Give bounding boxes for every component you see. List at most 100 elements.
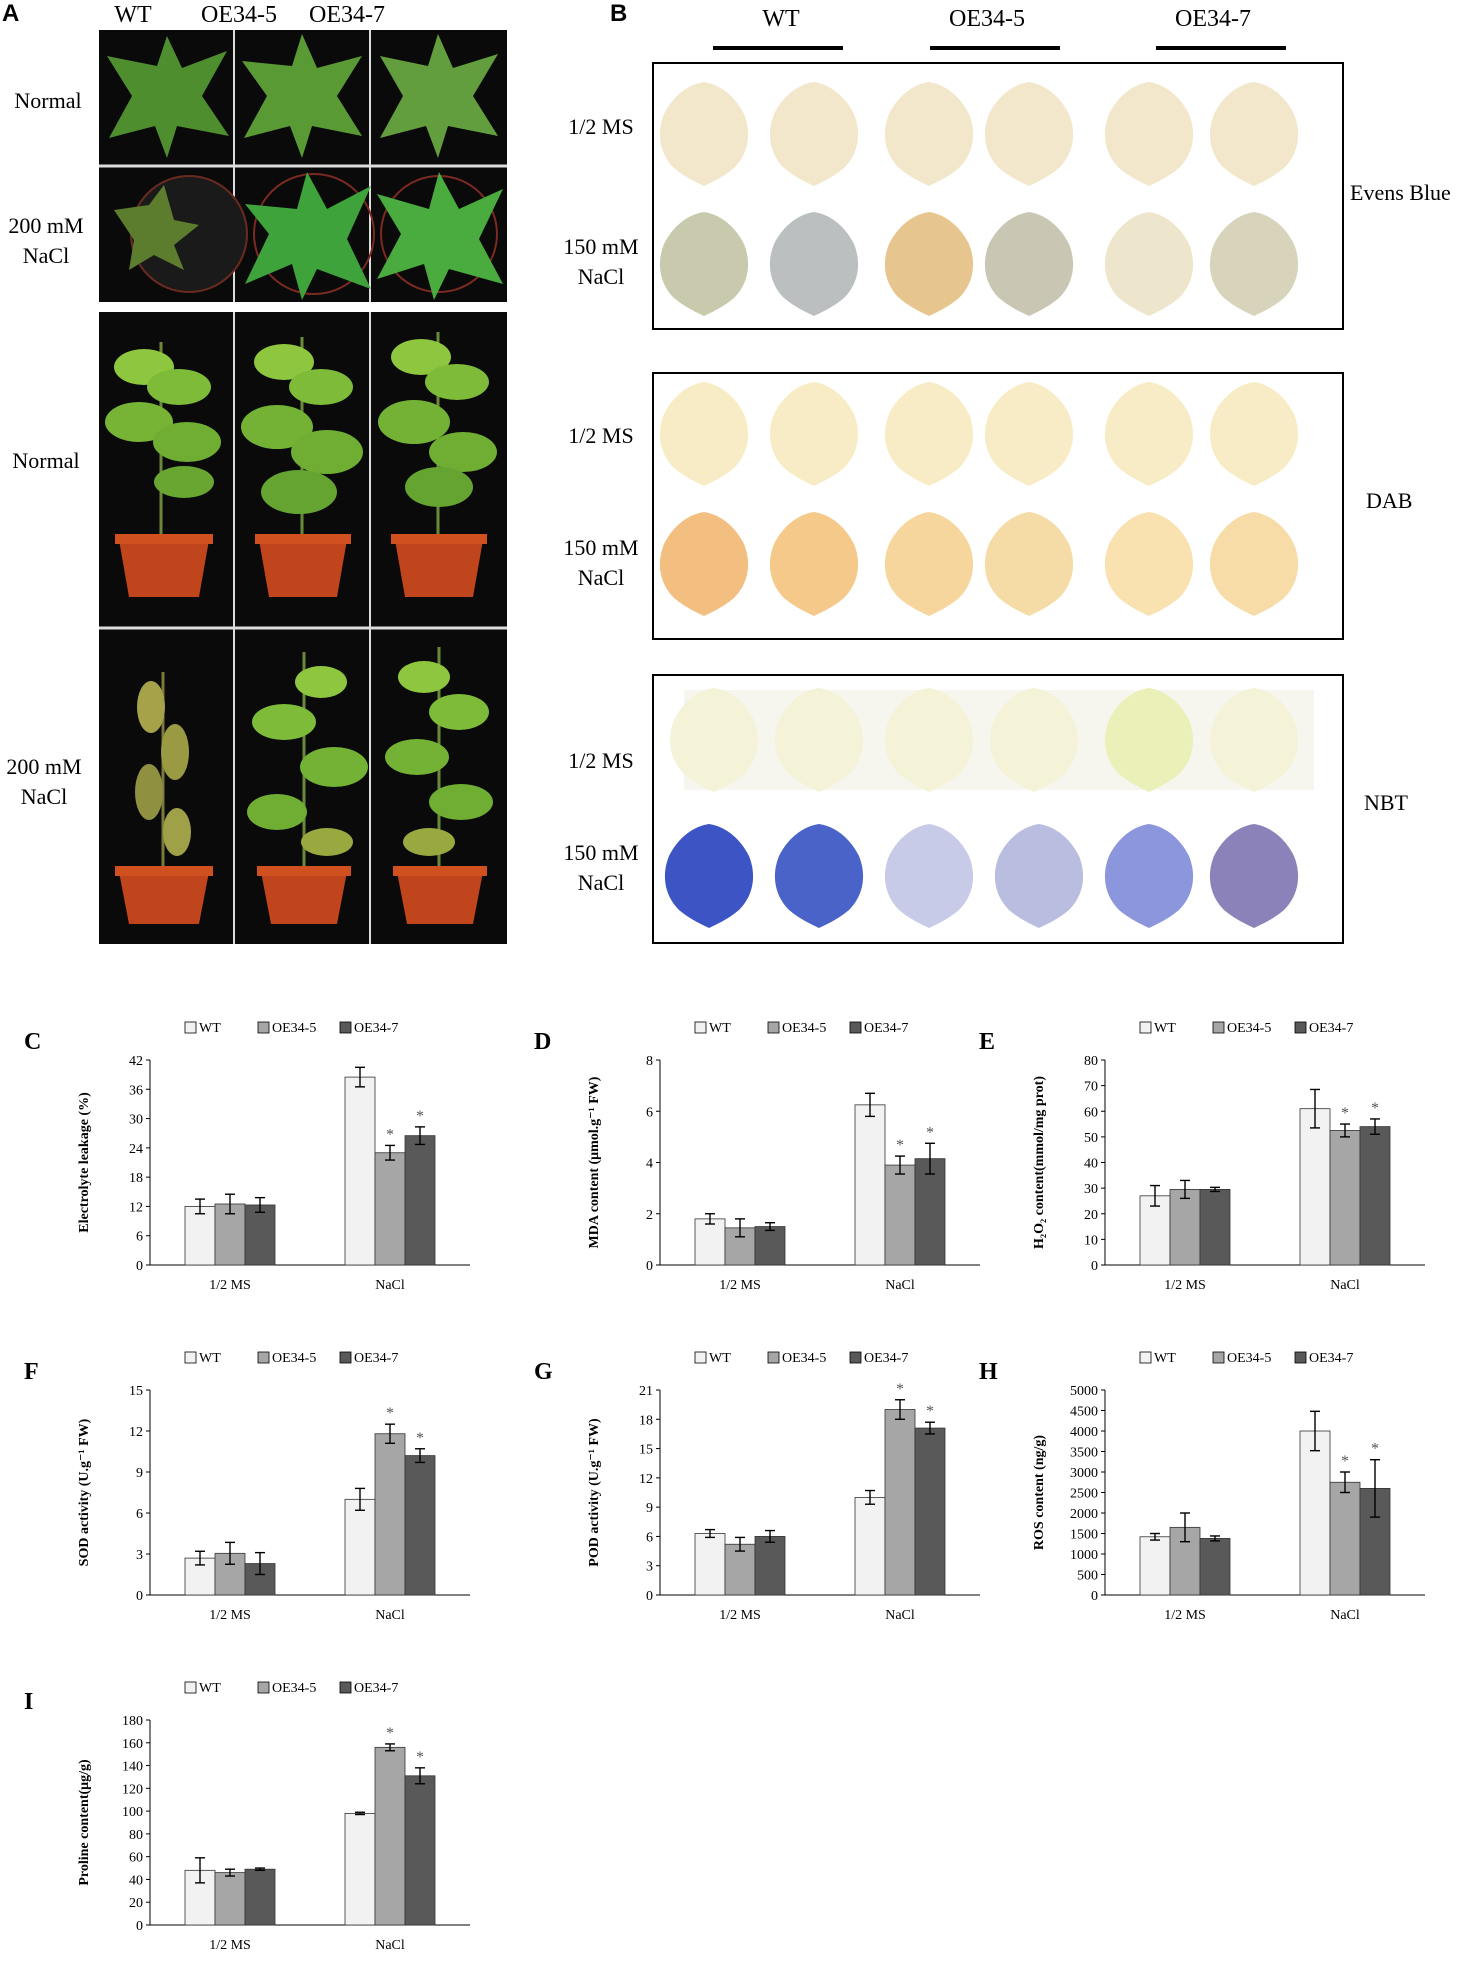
legend-swatch	[184, 1681, 197, 1694]
bar	[374, 1433, 406, 1596]
bar	[344, 1076, 376, 1266]
y-tick-label: 3500	[1070, 1446, 1098, 1461]
bar	[1199, 1538, 1231, 1596]
y-tick-label: 3	[136, 1548, 143, 1563]
legend-label: WT	[199, 1021, 221, 1036]
bar	[214, 1872, 246, 1926]
bar	[854, 1496, 886, 1596]
bar	[1329, 1130, 1361, 1266]
y-tick-label: 140	[122, 1760, 143, 1775]
y-tick-label: 50	[1084, 1131, 1098, 1146]
significance-star: *	[386, 1725, 394, 1742]
y-tick-label: 20	[1084, 1208, 1098, 1223]
y-tick-label: 2000	[1070, 1507, 1098, 1522]
x-tick-label: 1/2 MS	[1164, 1608, 1206, 1623]
significance-star: *	[896, 1381, 904, 1398]
x-tick-label: NaCl	[885, 1608, 915, 1623]
y-tick-label: 36	[129, 1083, 143, 1098]
legend-label: OE34-7	[864, 1351, 908, 1366]
leaves-nbt	[664, 688, 1314, 928]
treat2-line2: NaCl	[577, 565, 625, 590]
bar	[1169, 1189, 1201, 1266]
y-tick-label: 5000	[1070, 1384, 1098, 1399]
treat2-line2: NaCl	[577, 870, 625, 895]
treat2-line1: 150 mM	[563, 234, 639, 259]
y-tick-label: 100	[122, 1805, 143, 1820]
chart-c: C WT OE34-5 OE34-7 0 6 12 18 24 30 36 42 Electrolyte…	[24, 1021, 470, 1293]
y-tick-label: 70	[1084, 1080, 1098, 1095]
y-tick-label: 500	[1077, 1569, 1098, 1584]
y-tick-label: 160	[122, 1737, 143, 1752]
y-tick-label: 12	[129, 1200, 143, 1215]
chart-f: F WT OE34-5 OE34-7 0 3 6 9 12 15 SOD activity (U.g…	[24, 1351, 470, 1623]
legend-label: OE34-5	[1227, 1021, 1271, 1036]
panel-a-row3-label: Normal	[0, 446, 96, 476]
y-axis-label: SOD activity (U.g⁻¹ FW)	[77, 1418, 92, 1566]
significance-star: *	[1371, 1100, 1379, 1117]
y-axis-label: H₂O₂ content(mmol/mg prot)	[1032, 1076, 1047, 1249]
x-tick-label: NaCl	[1330, 1278, 1360, 1293]
stain-box-evans-blue	[652, 62, 1344, 330]
legend-swatch	[849, 1021, 862, 1034]
y-tick-label: 10	[1084, 1233, 1098, 1248]
legend-swatch	[1294, 1021, 1307, 1034]
y-tick-label: 3000	[1070, 1466, 1098, 1481]
bar	[754, 1536, 786, 1596]
treat2-line1: 150 mM	[563, 840, 639, 865]
y-tick-label: 12	[639, 1472, 653, 1487]
legend-swatch	[694, 1021, 707, 1034]
plant-normal-wt	[105, 342, 221, 597]
y-tick-label: 40	[129, 1873, 143, 1888]
leaf-normal-oe7	[380, 34, 498, 158]
legend: WT OE34-5 OE34-7	[694, 1021, 908, 1036]
stain-label-evans-blue: Evens Blue	[1350, 180, 1451, 205]
y-tick-label: 1500	[1070, 1528, 1098, 1543]
y-tick-label: 0	[136, 1919, 143, 1934]
legend-swatch	[257, 1681, 270, 1694]
x-tick-label: NaCl	[375, 1278, 405, 1293]
significance-star: *	[416, 1430, 424, 1447]
leaf-salt-wt	[114, 185, 199, 270]
y-tick-label: 2	[646, 1208, 653, 1223]
leaves-evans-blue	[659, 82, 1299, 316]
bar	[404, 1455, 436, 1596]
legend-swatch	[1139, 1351, 1152, 1364]
legend-swatch	[339, 1021, 352, 1034]
b-nbt-treat2: 150 mM NaCl	[546, 838, 656, 898]
b-dab-treat2: 150 mM NaCl	[546, 533, 656, 593]
significance-star: *	[1371, 1441, 1379, 1458]
legend-swatch	[257, 1021, 270, 1034]
panel-label: I	[24, 1689, 33, 1715]
row-label-line1: Normal	[14, 88, 82, 113]
x-tick-label: 1/2 MS	[209, 1608, 251, 1623]
significance-star: *	[896, 1137, 904, 1154]
panel-a-row2-label: 200 mM NaCl	[0, 211, 96, 271]
leaf-salt-oe5	[245, 172, 371, 300]
leaf-normal-wt	[107, 36, 229, 158]
y-tick-label: 40	[1084, 1157, 1098, 1172]
legend: WT OE34-5 OE34-7	[184, 1351, 398, 1366]
y-tick-label: 3	[646, 1560, 653, 1575]
y-tick-label: 80	[1084, 1054, 1098, 1069]
bar	[1139, 1195, 1171, 1266]
bar	[244, 1204, 276, 1266]
y-tick-label: 18	[129, 1171, 143, 1186]
y-tick-label: 0	[1091, 1589, 1098, 1604]
legend-label: OE34-5	[272, 1351, 316, 1366]
y-tick-label: 60	[1084, 1105, 1098, 1120]
plant-salt-oe5	[247, 652, 368, 924]
x-tick-label: 1/2 MS	[719, 1608, 761, 1623]
panel-a-row4-label: 200 mM NaCl	[0, 752, 94, 812]
significance-star: *	[416, 1749, 424, 1766]
plant-normal-oe7	[378, 332, 497, 597]
y-tick-label: 0	[136, 1589, 143, 1604]
legend-label: OE34-5	[782, 1351, 826, 1366]
x-tick-label: 1/2 MS	[1164, 1278, 1206, 1293]
panel-a-leaf-photos	[99, 30, 507, 302]
bar	[374, 1746, 406, 1926]
bar	[344, 1812, 376, 1926]
y-tick-label: 6	[646, 1530, 653, 1545]
legend-label: OE34-7	[864, 1021, 908, 1036]
bar	[724, 1543, 756, 1596]
chart-i: I WT OE34-5 OE34-7 0 20 40 60 80 100 120 140 160 180 P…	[24, 1681, 470, 1953]
